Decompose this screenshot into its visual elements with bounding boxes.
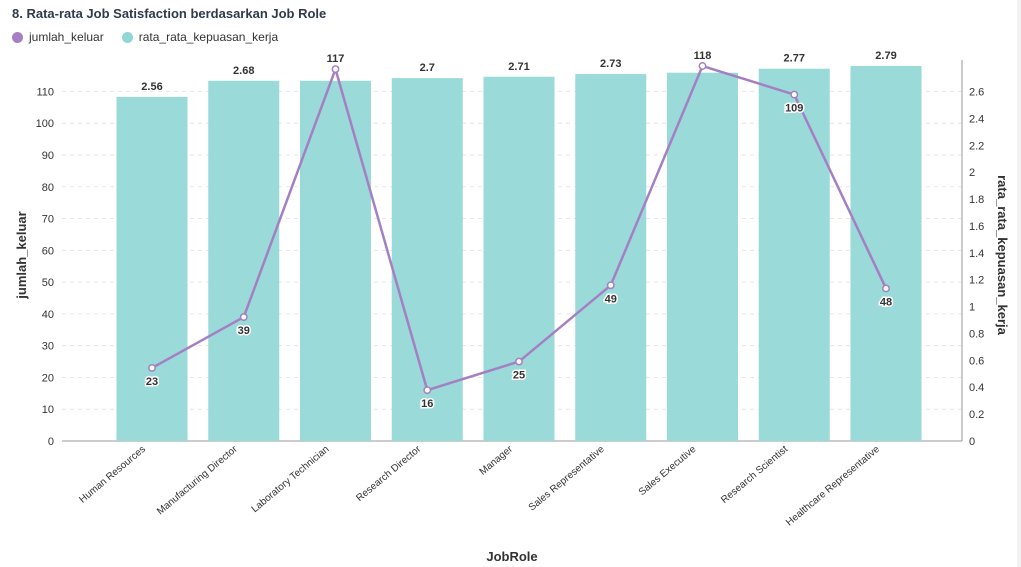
x-tick-label: Manager — [478, 443, 516, 477]
bar-value-label: 2.77 — [784, 53, 805, 65]
bar — [391, 78, 463, 441]
x-tick-label: Human Resources — [77, 444, 148, 506]
y2-tick-label: 2.2 — [969, 140, 984, 152]
bar — [116, 96, 188, 442]
chart-title: 8. Rata-rata Job Satisfaction berdasarka… — [12, 6, 327, 21]
y-tick-label: 80 — [42, 182, 54, 194]
y2-tick-label: 0.8 — [969, 328, 984, 340]
legend-label-jumlah-keluar: jumlah_keluar — [29, 30, 104, 44]
line-value-label: 117 — [327, 53, 345, 65]
y-tick-label: 0 — [48, 436, 54, 448]
line-point — [698, 62, 707, 70]
y2-tick-label: 1.2 — [969, 275, 984, 287]
y-tick-label: 50 — [42, 277, 54, 289]
legend-marker-jumlah-keluar — [12, 31, 23, 43]
line-point — [239, 313, 248, 322]
y2-axis-title: rata_rata_kepuasan_kerja — [995, 175, 1010, 335]
legend: jumlah_keluar rata_rata_kepuasan_kerja — [12, 30, 296, 44]
y2-tick-label: 1 — [969, 302, 975, 314]
y-tick-label: 100 — [36, 118, 54, 130]
y-tick-label: 40 — [42, 309, 54, 321]
y2-tick-label: 1.8 — [969, 194, 984, 206]
legend-marker-kepuasan — [121, 31, 133, 43]
x-tick-label: Laboratory Technician — [250, 444, 332, 515]
y-tick-label: 60 — [42, 245, 54, 257]
line-point — [882, 284, 890, 293]
line-value-label: 16 — [421, 398, 433, 410]
legend-item-kepuasan[interactable]: rata_rata_kepuasan_kerja — [121, 30, 279, 44]
y2-tick-label: 1.6 — [969, 221, 984, 233]
line-point — [515, 357, 523, 366]
y2-tick-label: 2.4 — [969, 113, 984, 125]
line-value-label: 23 — [146, 376, 158, 388]
bar-value-label: 2.73 — [600, 58, 621, 70]
line-value-label: 25 — [513, 370, 525, 382]
bar — [850, 66, 922, 441]
bar — [667, 72, 738, 441]
y-tick-label: 110 — [36, 86, 54, 98]
y2-tick-label: 2.6 — [969, 87, 984, 99]
scrollbar[interactable] — [1017, 0, 1021, 567]
y2-tick-label: 0.2 — [969, 409, 984, 421]
y-tick-label: 20 — [42, 372, 54, 384]
y-tick-label: 90 — [42, 150, 54, 162]
bar-value-label: 2.71 — [508, 61, 529, 73]
x-tick-label: Sales Executive — [637, 444, 699, 498]
x-tick-label: Manufacturing Director — [155, 443, 240, 517]
x-tick-label: Research Director — [354, 443, 423, 504]
y2-tick-label: 0 — [969, 436, 975, 448]
line-point — [423, 386, 432, 395]
bar — [300, 80, 371, 441]
legend-item-jumlah-keluar[interactable]: jumlah_keluar — [12, 30, 104, 44]
bar — [208, 80, 280, 441]
y-axis-title: jumlah_keluar — [14, 211, 29, 299]
x-tick-label: Sales Representative — [527, 444, 607, 514]
y2-tick-label: 2 — [969, 167, 975, 179]
line-value-label: 118 — [694, 50, 712, 62]
y2-tick-label: 1.4 — [969, 248, 984, 260]
y2-tick-label: 0.4 — [969, 382, 984, 394]
bar — [483, 76, 555, 441]
y2-tick-label: 0.6 — [969, 355, 984, 367]
y-tick-label: 70 — [42, 214, 54, 226]
line-point — [148, 363, 156, 372]
x-tick-label: Healthcare Representative — [784, 444, 882, 529]
x-axis-title: JobRole — [486, 549, 537, 564]
line-point — [790, 90, 799, 99]
line-value-label: 39 — [238, 325, 250, 337]
bar-value-label: 2.7 — [420, 62, 435, 74]
line-point — [331, 65, 340, 74]
bar — [575, 74, 647, 441]
bar — [758, 68, 830, 441]
legend-label-kepuasan: rata_rata_kepuasan_kerja — [138, 30, 279, 44]
bar-value-label: 2.68 — [233, 65, 254, 77]
y-tick-label: 10 — [42, 404, 54, 416]
y-tick-label: 30 — [42, 341, 54, 353]
line-value-label: 49 — [605, 293, 617, 305]
line-value-label: 109 — [785, 103, 803, 115]
bar-value-label: 2.56 — [141, 81, 162, 93]
bar-value-label: 2.79 — [875, 50, 896, 62]
x-tick-label: Research Scientist — [719, 444, 790, 506]
line-value-label: 48 — [880, 296, 892, 308]
line-point — [606, 281, 615, 290]
